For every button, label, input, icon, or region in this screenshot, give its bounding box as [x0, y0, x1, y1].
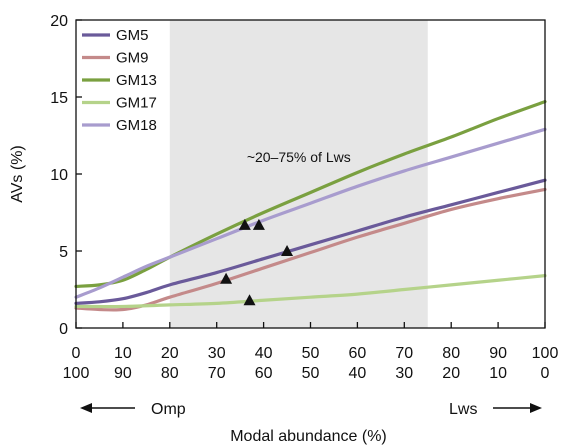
y-axis-label: AVs (%): [9, 145, 26, 202]
shaded-region-label: ~20–75% of Lws: [247, 149, 351, 165]
x-axis-label: Modal abundance (%): [230, 428, 387, 445]
legend-label-gm9: GM9: [116, 50, 149, 67]
x-tick-label-top: 90: [489, 345, 507, 362]
x-tick-label-top: 100: [532, 345, 559, 362]
x-tick-label-top: 20: [161, 345, 179, 362]
series-line-gm5: [74, 178, 547, 305]
x-tick-label-bottom: 90: [114, 365, 132, 382]
x-tick-label-bottom: 30: [395, 365, 413, 382]
x-tick-label-bottom: 10: [489, 365, 507, 382]
triangle-marker: [252, 218, 265, 230]
legend-label-gm17: GM17: [116, 95, 157, 112]
y-tick-label: 10: [50, 167, 68, 184]
triangle-marker: [238, 218, 251, 230]
x-tick-label-top: 30: [208, 345, 226, 362]
y-tick-label: 0: [59, 321, 68, 338]
legend-label-gm18: GM18: [116, 117, 157, 134]
series-line-gm9: [74, 187, 547, 312]
legend: GM5 GM9 GM13 GM17 GM18: [82, 27, 157, 134]
x-tick-label-top: 0: [72, 345, 81, 362]
legend-label-gm13: GM13: [116, 72, 157, 89]
series-line-gm18: [74, 127, 547, 299]
y-axis-ticks: 0 5 10 15 20: [50, 13, 82, 338]
x-tick-label-bottom: 70: [208, 365, 226, 382]
y-tick-label: 15: [50, 90, 68, 107]
lws-label: Lws: [449, 401, 477, 418]
omp-arrow: [80, 403, 135, 413]
series-line-gm17: [74, 274, 547, 309]
triangle-marker: [243, 294, 256, 306]
triangle-marker: [281, 245, 294, 256]
triangle-marker: [220, 272, 233, 284]
series-lines: [74, 100, 547, 312]
x-axis-ticks: 0100109020803070406050506040703080209010…: [63, 322, 559, 382]
x-tick-label-top: 70: [395, 345, 413, 362]
x-tick-label-top: 60: [349, 345, 367, 362]
x-tick-label-top: 50: [302, 345, 320, 362]
shaded-region-lws-range: [169, 20, 428, 328]
y-tick-label: 5: [59, 244, 68, 261]
x-tick-label-bottom: 100: [63, 365, 90, 382]
x-tick-label-bottom: 50: [302, 365, 320, 382]
x-tick-label-bottom: 80: [161, 365, 179, 382]
series-line-gm13: [74, 100, 547, 289]
omp-label: Omp: [151, 401, 186, 418]
x-tick-label-top: 80: [442, 345, 460, 362]
triangle-markers: [220, 218, 294, 306]
x-tick-label-bottom: 40: [349, 365, 367, 382]
x-tick-label-top: 40: [255, 345, 273, 362]
x-tick-label-bottom: 20: [442, 365, 460, 382]
x-tick-label-bottom: 0: [541, 365, 550, 382]
x-tick-label-bottom: 60: [255, 365, 273, 382]
lws-arrow: [493, 403, 542, 413]
y-tick-label: 20: [50, 13, 68, 30]
legend-label-gm5: GM5: [116, 27, 149, 44]
x-tick-label-top: 10: [114, 345, 132, 362]
